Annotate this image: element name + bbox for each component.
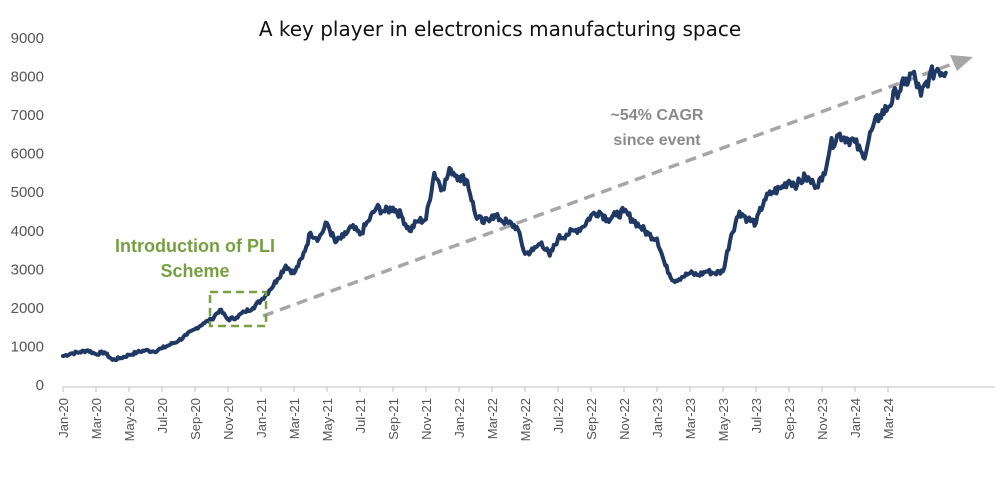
y-tick-label: 3000 xyxy=(11,261,44,278)
x-tick-label: Mar-24 xyxy=(881,398,896,439)
x-tick-label: Sep-21 xyxy=(386,398,401,440)
y-tick-label: 2000 xyxy=(11,300,44,317)
x-tick-label: Sep-22 xyxy=(584,398,599,440)
x-tick-label: Jan-21 xyxy=(254,398,269,438)
x-tick-label: Jan-23 xyxy=(650,398,665,438)
x-tick-label: Mar-23 xyxy=(683,398,698,439)
x-tick-label: May-22 xyxy=(518,398,533,441)
event-label-line1: Introduction of PLI xyxy=(115,236,275,256)
x-tick-label: Jul-23 xyxy=(749,398,764,433)
y-tick-label: 7000 xyxy=(11,107,44,124)
price-series-line xyxy=(61,64,948,362)
x-tick-label: Nov-22 xyxy=(617,398,632,440)
x-tick-label: May-21 xyxy=(320,398,335,441)
cagr-trend-arrow xyxy=(262,61,956,318)
y-tick-label: 8000 xyxy=(11,69,44,86)
x-tick-label: Sep-20 xyxy=(188,398,203,440)
x-tick-label: Jul-20 xyxy=(155,398,170,433)
cagr-label-line1: ~54% CAGR xyxy=(611,107,704,124)
y-axis-ticks: 0 1000 2000 3000 4000 5000 6000 7000 8000 9000 xyxy=(11,30,44,394)
x-tick-label: May-23 xyxy=(716,398,731,441)
x-tick-label: Mar-20 xyxy=(89,398,104,439)
x-tick-label: Mar-22 xyxy=(485,398,500,439)
cagr-arrowhead xyxy=(950,55,973,71)
x-tick-label: Mar-21 xyxy=(287,398,302,439)
x-tick-label: Sep-23 xyxy=(782,398,797,440)
x-tick-label: Jan-22 xyxy=(452,398,467,438)
x-tick-label: Jan-20 xyxy=(56,398,71,438)
y-tick-label: 0 xyxy=(36,377,44,394)
pli-event-box xyxy=(208,290,268,328)
y-tick-label: 9000 xyxy=(11,30,44,47)
x-tick-label: May-20 xyxy=(122,398,137,441)
y-tick-label: 6000 xyxy=(11,146,44,163)
x-tick-label: Jul-21 xyxy=(353,398,368,433)
x-tick-label: Nov-21 xyxy=(419,398,434,440)
y-tick-label: 4000 xyxy=(11,223,44,240)
event-label-line2: Scheme xyxy=(160,261,229,281)
x-tick-label: Jul-22 xyxy=(551,398,566,433)
y-tick-label: 5000 xyxy=(11,184,44,201)
y-tick-label: 1000 xyxy=(11,338,44,355)
x-tick-label: Nov-20 xyxy=(221,398,236,440)
cagr-label-line2: since event xyxy=(613,132,701,149)
chart-title: A key player in electronics manufacturin… xyxy=(259,17,741,41)
x-tick-label: Jan-24 xyxy=(848,398,863,438)
x-tick-label: Nov-23 xyxy=(815,398,830,440)
x-axis-ticks: Jan-20 Mar-20 May-20 Jul-20 Sep-20 Nov-20 Jan-… xyxy=(56,387,896,441)
